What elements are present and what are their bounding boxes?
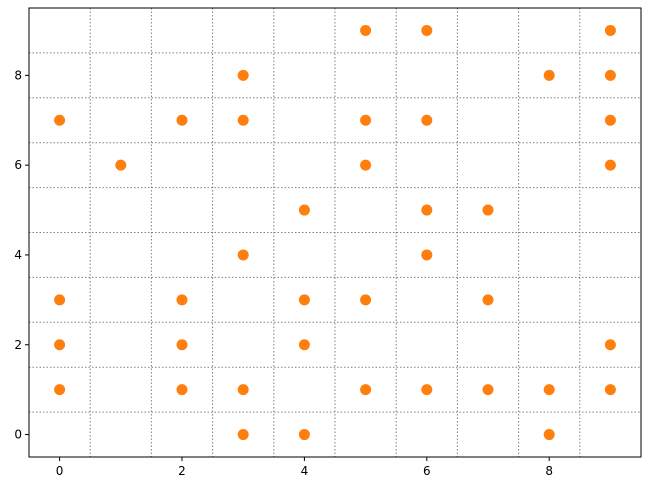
point — [360, 114, 372, 126]
point — [237, 249, 249, 261]
point — [604, 339, 616, 351]
point — [421, 114, 433, 126]
point — [298, 339, 310, 351]
point — [54, 294, 66, 306]
point — [298, 204, 310, 216]
point — [604, 69, 616, 81]
point — [421, 24, 433, 36]
point — [176, 114, 188, 126]
y-tick-label: 4 — [14, 248, 22, 262]
point — [482, 294, 494, 306]
x-tick-label: 4 — [301, 464, 309, 478]
point — [237, 114, 249, 126]
y-tick-label: 2 — [14, 338, 22, 352]
point — [543, 384, 555, 396]
x-tick-label: 8 — [545, 464, 553, 478]
point — [604, 159, 616, 171]
point — [237, 429, 249, 441]
y-tick-label: 8 — [14, 68, 22, 82]
point — [176, 294, 188, 306]
point — [543, 69, 555, 81]
point — [421, 384, 433, 396]
point — [360, 384, 372, 396]
point — [115, 159, 127, 171]
y-tick-label: 6 — [14, 158, 22, 172]
point — [237, 384, 249, 396]
point — [604, 384, 616, 396]
point — [54, 114, 66, 126]
point — [298, 429, 310, 441]
point — [543, 429, 555, 441]
point — [54, 339, 66, 351]
point — [482, 384, 494, 396]
point — [421, 204, 433, 216]
x-tick-label: 2 — [178, 464, 186, 478]
point — [421, 249, 433, 261]
point — [360, 159, 372, 171]
point — [237, 69, 249, 81]
point — [604, 114, 616, 126]
point — [360, 24, 372, 36]
point — [604, 24, 616, 36]
point — [482, 204, 494, 216]
plot-frame — [28, 7, 642, 458]
point — [298, 294, 310, 306]
x-tick-label: 6 — [423, 464, 431, 478]
y-tick-label: 0 — [14, 428, 22, 442]
point — [360, 294, 372, 306]
x-tick-label: 0 — [56, 464, 64, 478]
point — [176, 339, 188, 351]
point — [176, 384, 188, 396]
point — [54, 384, 66, 396]
